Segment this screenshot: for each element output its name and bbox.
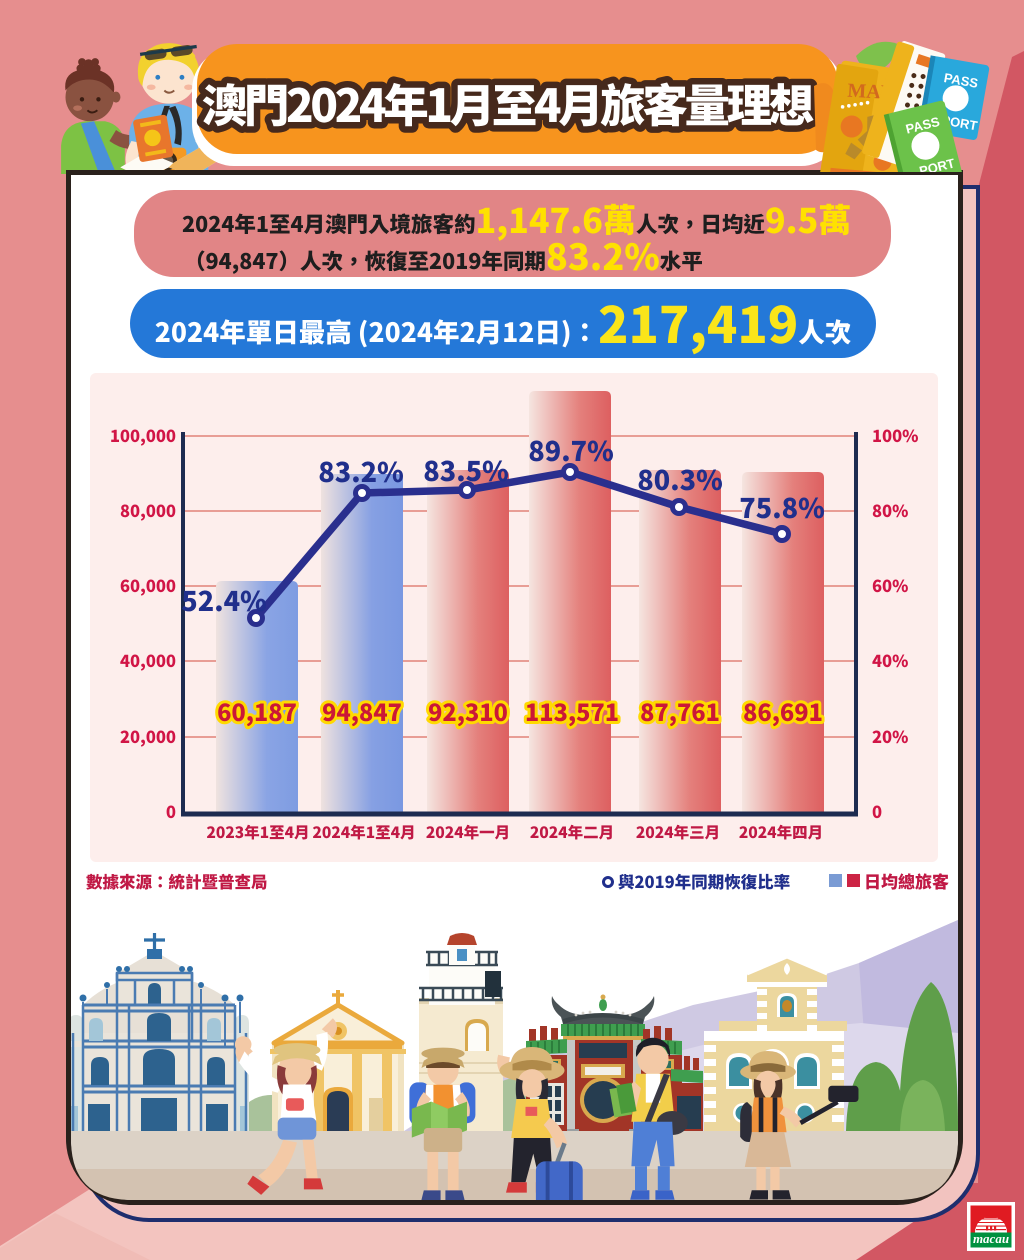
svg-text:macau: macau — [973, 1231, 1009, 1246]
svg-text:PASS: PASS — [943, 70, 980, 91]
